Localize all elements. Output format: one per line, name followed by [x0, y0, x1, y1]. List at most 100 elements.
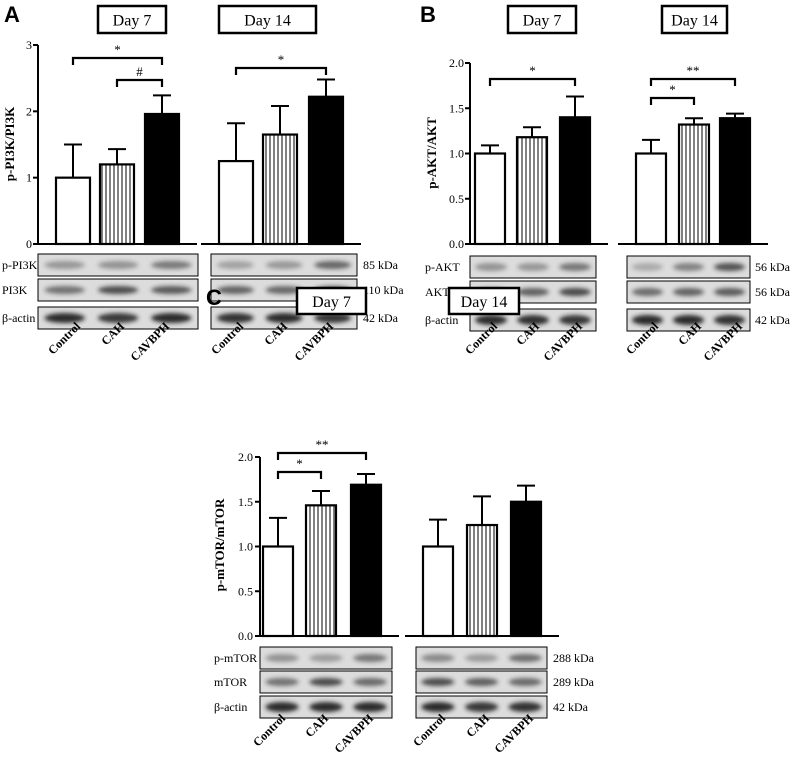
- blot-band: [151, 261, 192, 269]
- blot-band: [216, 313, 254, 323]
- bar-cah: [515, 136, 549, 246]
- panel-a: A 0 1 2 3 p-PI3K/PI3K Day 7 * # Day 14 * p-PI3K 85 k…: [2, 2, 404, 364]
- significance-label: *: [669, 82, 676, 97]
- y-tick-label: 0.5: [238, 584, 253, 598]
- significance-bracket: [649, 77, 737, 86]
- bar-control: [634, 152, 668, 246]
- bar-cavbph: [307, 95, 345, 246]
- significance-label: *: [529, 63, 536, 78]
- bar-control: [217, 159, 255, 246]
- blot-band: [475, 315, 507, 325]
- blot-band: [265, 286, 303, 294]
- day-label: Day 14: [244, 13, 291, 30]
- blot-row-label: β-actin: [2, 311, 35, 325]
- y-tick-label: 1.5: [238, 495, 253, 509]
- y-tick-label: 0: [26, 237, 32, 251]
- blot-band: [97, 286, 139, 294]
- y-tick-label: 1.5: [449, 101, 464, 115]
- day-label-box: [217, 4, 318, 35]
- blot-row-label: mTOR: [214, 675, 247, 689]
- y-tick-label: 0.0: [238, 629, 253, 643]
- blot-band: [508, 702, 542, 712]
- blot-band: [508, 678, 542, 686]
- blot-band: [265, 702, 299, 712]
- blot-band: [265, 261, 303, 269]
- day-label-box: [506, 4, 578, 35]
- y-tick-label: 0.0: [449, 237, 464, 251]
- blot-band: [265, 313, 303, 323]
- bar-cah: [465, 523, 499, 638]
- y-tick-label: 1: [26, 171, 32, 185]
- blot-band: [97, 261, 139, 269]
- bar-cah: [261, 133, 299, 246]
- panels: A 0 1 2 3 p-PI3K/PI3K Day 7 * # Day 14 * p-PI3K 85 k…: [2, 2, 791, 756]
- blot-band: [265, 654, 299, 662]
- day-label-box: [295, 286, 368, 316]
- bar-control: [261, 545, 295, 638]
- day-label-box: [447, 286, 521, 316]
- bar-control: [473, 152, 507, 246]
- bar-cavbph: [509, 500, 543, 638]
- blot-band: [44, 313, 85, 323]
- blot-band: [265, 678, 299, 686]
- bar-cavbph: [349, 483, 383, 638]
- significance-bracket: [234, 66, 328, 75]
- blot-band: [44, 286, 85, 294]
- blot-band: [151, 286, 192, 294]
- blot-band: [216, 261, 254, 269]
- blot-band: [672, 288, 705, 296]
- y-axis-label: p-AKT/AKT: [424, 117, 439, 189]
- bar-cavbph: [558, 116, 592, 246]
- significance-bracket: [488, 77, 577, 86]
- blot-band: [97, 313, 139, 323]
- blot-kda-label: 56 kDa: [755, 285, 791, 299]
- blot-band: [508, 654, 542, 662]
- bar-cavbph: [143, 112, 181, 246]
- significance-label: #: [136, 64, 143, 79]
- blot-band: [517, 315, 549, 325]
- blot-band: [309, 702, 343, 712]
- blot-band: [559, 288, 591, 296]
- significance-bracket: [276, 451, 368, 460]
- blot-row-label: p-mTOR: [214, 651, 257, 665]
- blot-row-label: β-actin: [425, 313, 458, 327]
- significance-bracket: [649, 96, 696, 105]
- blot-band: [464, 654, 499, 662]
- blot-band: [559, 315, 591, 325]
- blot-kda-label: 110 kDa: [363, 283, 404, 297]
- blot-kda-label: 56 kDa: [755, 260, 791, 274]
- blot-band: [421, 702, 455, 712]
- blot-band: [631, 315, 664, 325]
- blot-band: [421, 654, 455, 662]
- blot-band: [631, 288, 664, 296]
- bar-cah: [677, 123, 711, 246]
- significance-bracket: [71, 56, 164, 65]
- blot-kda-label: 289 kDa: [553, 675, 595, 689]
- panel-letter: C: [206, 285, 222, 310]
- blot-band: [314, 261, 352, 269]
- blot-kda-label: 42 kDa: [363, 311, 399, 325]
- y-tick-label: 1.0: [238, 540, 253, 554]
- blot-band: [631, 263, 664, 271]
- blot-row-label: p-PI3K: [2, 258, 38, 272]
- blot-band: [517, 288, 549, 296]
- panel-letter: B: [420, 2, 436, 27]
- significance-label: *: [296, 456, 303, 471]
- blot-kda-label: 85 kDa: [363, 258, 399, 272]
- blot-band: [421, 678, 455, 686]
- blot-band: [672, 315, 705, 325]
- day-label: Day 7: [523, 13, 562, 30]
- bar-control: [54, 176, 92, 246]
- bar-cavbph: [718, 117, 752, 246]
- panel-letter: A: [4, 2, 20, 27]
- significance-label: *: [114, 42, 121, 57]
- significance-bracket: [115, 78, 164, 87]
- bar-cah: [304, 504, 338, 638]
- blot-band: [309, 654, 343, 662]
- blot-band: [309, 678, 343, 686]
- day-label-box: [660, 4, 729, 35]
- blot-band: [517, 263, 549, 271]
- blot-row-label: AKT: [425, 285, 450, 299]
